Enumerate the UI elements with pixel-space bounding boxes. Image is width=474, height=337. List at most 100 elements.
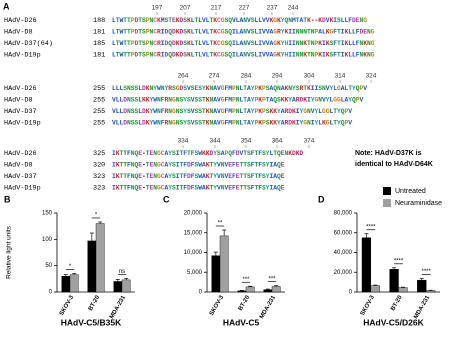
x-tick-label: BT-20 bbox=[238, 294, 252, 312]
sequence-name: HAdV-D19p bbox=[4, 119, 41, 127]
sequence-name: HAdV-D37 bbox=[4, 173, 37, 181]
bar bbox=[271, 286, 281, 293]
sequence-start: 325 bbox=[93, 150, 105, 158]
significance: * bbox=[69, 264, 72, 270]
bar bbox=[425, 290, 436, 293]
sequence: VLLDNSSLDKYWNFRNGNSYSVSSTKNAVGFMPNLTAYPK… bbox=[112, 108, 352, 115]
ruler-number: 314 bbox=[335, 73, 346, 80]
x-tick-label: BT-20 bbox=[88, 294, 102, 312]
significance: **** bbox=[421, 269, 431, 275]
panel-label: D bbox=[318, 194, 325, 204]
sequence-name: HAdV-D8 bbox=[4, 28, 33, 36]
sequence-start: 323 bbox=[93, 173, 105, 181]
bar bbox=[95, 223, 105, 293]
y-tick-label: 100 bbox=[42, 237, 53, 243]
sequence-name: HAdV-D26 bbox=[4, 150, 37, 158]
legend-label: Untreated bbox=[395, 188, 426, 195]
bar bbox=[69, 274, 79, 293]
sequence-name: HAdV-D37(64) bbox=[4, 40, 53, 48]
y-tick-label: 20,000 bbox=[334, 270, 353, 276]
bar bbox=[361, 237, 372, 293]
sequence-name: HAdV-D19p bbox=[4, 184, 41, 192]
sequence: VLLDNSSLKKYWNFRNGNSYSVSSTKNAVGFMPNLTAYPK… bbox=[112, 96, 364, 103]
y-tick-label: 15,000 bbox=[184, 230, 203, 236]
ruler-number: 344 bbox=[210, 138, 221, 145]
significance: **** bbox=[366, 224, 376, 230]
bar bbox=[370, 285, 380, 293]
x-tick-label: BT-20 bbox=[390, 294, 404, 312]
significance: ns bbox=[119, 269, 125, 275]
bar bbox=[389, 269, 399, 293]
sequence: LTWTTPDTSPNCKMSTEKDSKLTLVLTKCGSQVLANVSLL… bbox=[112, 17, 367, 24]
sequence-start: 255 bbox=[93, 85, 105, 93]
y-tick-label: 60,000 bbox=[334, 230, 353, 236]
sequence: IKTTFNQE-TENGCAYSITFTFSWKKDYSAPQFDVTSFTF… bbox=[112, 150, 304, 157]
sequence-start: 323 bbox=[93, 184, 105, 192]
significance: **** bbox=[394, 258, 404, 264]
sequence: IKTTFNQE-TENGCAYSITFDFSWAKTYVNVEFETTSFTF… bbox=[112, 161, 285, 168]
bar bbox=[113, 281, 123, 293]
legend-swatch bbox=[383, 187, 391, 195]
ruler-number: 374 bbox=[304, 138, 315, 145]
y-tick-label: 0 bbox=[349, 290, 353, 296]
sequence-name: HAdV-D8 bbox=[4, 96, 33, 104]
panel-label: C bbox=[163, 194, 170, 204]
chart-title: HAdV-C5/B35K bbox=[61, 317, 122, 327]
bar bbox=[237, 290, 247, 293]
sequence: LLLSNSSLDKNYWNYRSGDSVSESYKNAVGFMPNLTAYPK… bbox=[112, 85, 367, 92]
sequence-start: 320 bbox=[93, 161, 105, 169]
significance: *** bbox=[242, 277, 250, 283]
bar bbox=[61, 276, 71, 293]
y-tick-label: 20,000 bbox=[184, 211, 203, 217]
significance: *** bbox=[268, 276, 276, 282]
ruler-number: 237 bbox=[267, 5, 278, 12]
sequence-start: 185 bbox=[93, 40, 105, 48]
x-tick-label: SKOV-3 bbox=[360, 294, 377, 317]
legend-label: Neuraminidase bbox=[395, 200, 442, 207]
y-tick-label: 10,000 bbox=[184, 250, 203, 256]
sequence-start: 181 bbox=[93, 28, 105, 36]
panel-label: A bbox=[3, 1, 10, 11]
sequence-name: HAdV-D37 bbox=[4, 108, 37, 116]
ruler-number: 364 bbox=[272, 138, 283, 145]
sequence-start: 255 bbox=[93, 96, 105, 104]
bar bbox=[398, 287, 408, 293]
sequence: LTWTTPDTSPNCRIDQDKDSKLTLVLTKCGSQILANVSLI… bbox=[112, 28, 375, 35]
y-tick-label: 50 bbox=[45, 263, 52, 269]
panel-label: B bbox=[4, 194, 11, 204]
sequence-name: HAdV-D26 bbox=[4, 17, 37, 25]
sequence-start: 188 bbox=[93, 17, 105, 25]
sequence-name: HAdV-D8 bbox=[4, 161, 33, 169]
sequence-name: HAdV-D19p bbox=[4, 51, 41, 59]
legend-swatch bbox=[383, 199, 391, 207]
bar bbox=[87, 240, 97, 293]
chart-title: HAdV-C5/D26K bbox=[363, 317, 424, 327]
significance: * bbox=[95, 213, 98, 219]
sequence-start: 181 bbox=[93, 51, 105, 59]
x-tick-label: MDA-231 bbox=[109, 294, 127, 320]
y-axis-label: Relative light units bbox=[6, 225, 13, 278]
ruler-number: 334 bbox=[178, 138, 189, 145]
ruler-number: 227 bbox=[239, 5, 250, 12]
y-tick-label: 0 bbox=[49, 290, 53, 296]
x-tick-label: MDA-231 bbox=[413, 294, 431, 320]
sequence: IKTTFNQE-TENGCAYSITFDFSWAKTYVNVEFETTSFTF… bbox=[112, 173, 285, 180]
sequence: LTWTTPDTSPNCRIDQDKDSKLTLVLTKCGSQILANVSLI… bbox=[112, 40, 375, 47]
significance: ** bbox=[218, 221, 223, 227]
y-tick-label: 0 bbox=[199, 290, 203, 296]
note: identical to HAdV-D64K bbox=[355, 161, 433, 168]
bar bbox=[245, 286, 255, 293]
note: Note: HAdV-D37K is bbox=[355, 150, 422, 157]
ruler-number: 244 bbox=[288, 5, 299, 12]
ruler-number: 354 bbox=[241, 138, 252, 145]
sequence-name: HAdV-D26 bbox=[4, 85, 37, 93]
sequence: IKTTFNQE-TENGCAYSITFDFSWAKTYVNVEFETTSFTF… bbox=[112, 184, 285, 191]
sequence-start: 255 bbox=[93, 108, 105, 116]
bar bbox=[211, 255, 221, 293]
sequence-start: 255 bbox=[93, 119, 105, 127]
sequence: LTWTTPDTSPNCRIDQDKDSKLTLVLTKCGSQILANVSLI… bbox=[112, 51, 375, 58]
bar bbox=[417, 279, 427, 293]
ruler-number: 274 bbox=[209, 73, 220, 80]
y-tick-label: 150 bbox=[42, 211, 53, 217]
